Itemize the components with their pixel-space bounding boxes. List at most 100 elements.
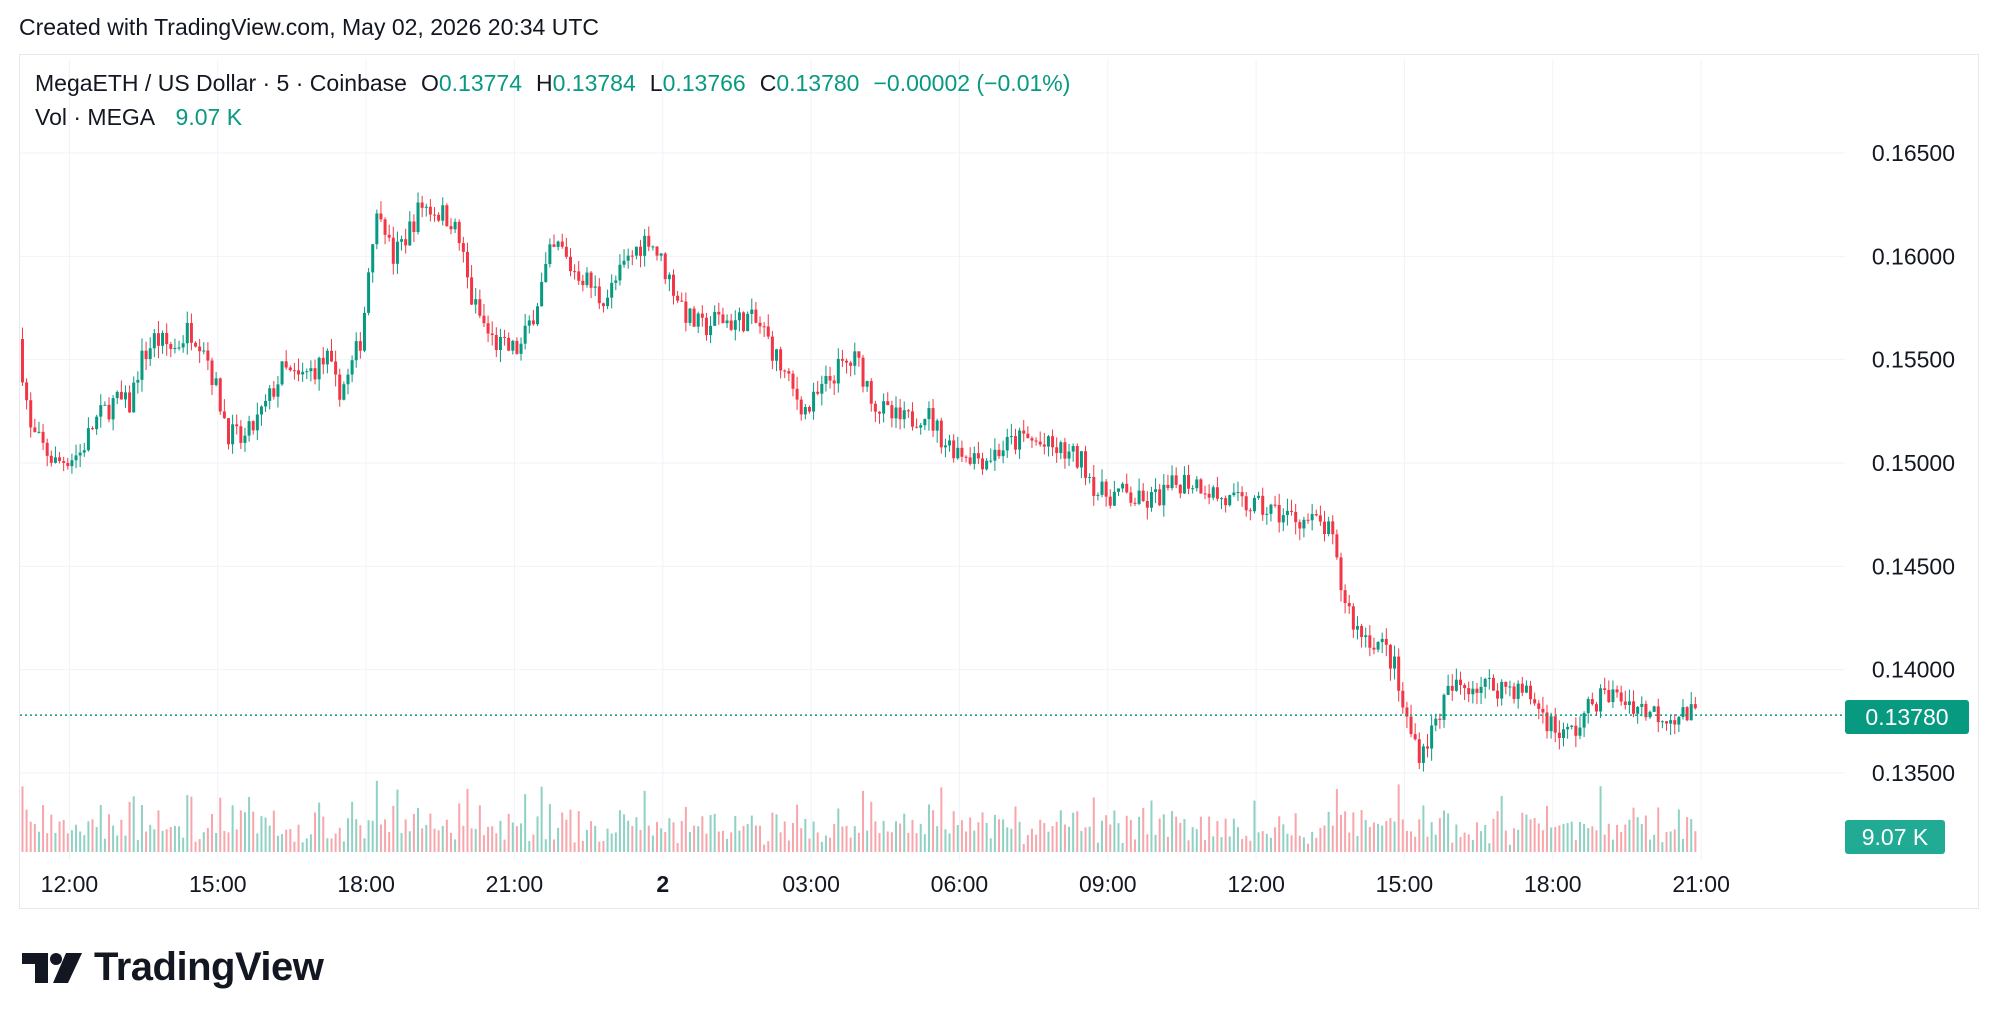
candle-body [762, 326, 766, 328]
candle-body [840, 358, 844, 361]
volume-bar [1599, 786, 1602, 852]
volume-bar [1620, 831, 1623, 852]
candle-body [1051, 436, 1055, 448]
volume-bar [1043, 823, 1046, 852]
volume-bar [1076, 811, 1079, 852]
candle-body [350, 360, 354, 375]
candle-body [1224, 498, 1228, 506]
candle-body [873, 403, 877, 412]
candle-body [816, 391, 820, 394]
volume-bar [1463, 832, 1466, 852]
volume-bar [944, 829, 947, 852]
volume-bar [816, 832, 819, 852]
candle-body [1001, 450, 1005, 457]
volume-bar [783, 821, 786, 852]
volume-bar [998, 819, 1000, 852]
brand-name: TradingView [94, 945, 324, 989]
volume-bar [726, 838, 729, 852]
volume-bar [470, 828, 473, 852]
candle-body [391, 237, 395, 264]
candle-body [482, 315, 486, 324]
volume-bar [656, 822, 659, 852]
volume-bar [359, 825, 362, 852]
candle-body [1166, 484, 1170, 489]
candle-body [758, 322, 762, 327]
time-tick-label: 15:00 [189, 871, 247, 897]
volume-bar [1047, 831, 1050, 852]
volume-bar [936, 826, 939, 852]
candle-body [1380, 638, 1384, 643]
candle-body [1417, 739, 1421, 763]
candle-body [66, 462, 70, 467]
candle-body [795, 388, 799, 400]
candle-body [1475, 688, 1479, 693]
candle-body [280, 361, 284, 385]
volume-bar [779, 832, 782, 852]
candle-body [894, 407, 898, 419]
volume-bar [392, 805, 395, 852]
candle-body [1570, 725, 1574, 727]
candle-body [1384, 638, 1388, 645]
candle-body [1022, 430, 1026, 434]
volume-bar [771, 812, 774, 852]
candle-body [1187, 474, 1191, 489]
candle-body [1693, 704, 1697, 709]
volume-bar [734, 816, 737, 852]
candle-body [1174, 475, 1178, 485]
candle-body [581, 280, 585, 286]
candle-body [367, 272, 371, 313]
volume-bar [1096, 842, 1099, 852]
candle-body [1681, 707, 1685, 717]
volume-bar [1265, 833, 1268, 852]
candle-body [515, 340, 519, 354]
volume-bar [169, 827, 172, 852]
volume-bar [688, 832, 691, 852]
volume-bar [1508, 844, 1511, 852]
volume-bar [651, 835, 654, 852]
candle-body [478, 299, 482, 316]
volume-bar [1072, 812, 1075, 852]
volume-bar [1636, 817, 1639, 852]
candle-body [791, 373, 795, 389]
candle-body [878, 411, 882, 414]
candle-body [1318, 515, 1322, 522]
candle-body [185, 322, 189, 344]
volume-bar [1669, 831, 1672, 852]
candle-body [952, 440, 956, 459]
volume-bar [1166, 836, 1169, 852]
candle-body [634, 246, 638, 256]
candle-body [338, 374, 342, 400]
volume-bar [993, 814, 996, 852]
candle-body [671, 274, 675, 296]
candle-body [1533, 699, 1537, 704]
volume-bar [1603, 834, 1606, 852]
volume-bar [1690, 819, 1693, 852]
open-label: O [420, 70, 439, 96]
volume-bar [198, 839, 201, 852]
candle-body [692, 308, 696, 327]
volume-bar [1673, 829, 1676, 852]
brand[interactable]: TradingView [22, 945, 324, 990]
candle-body [589, 272, 593, 288]
volume-bar [721, 830, 724, 852]
volume-bar [1455, 824, 1458, 852]
volume-bar [1113, 810, 1116, 852]
candle-body [857, 351, 861, 358]
volume-bar [404, 819, 407, 852]
candle-body [231, 424, 235, 445]
time-tick-label: 15:00 [1376, 871, 1434, 897]
volume-bar [408, 831, 411, 852]
candle-body [1178, 484, 1182, 494]
candle-body [1182, 474, 1186, 494]
volume-bar [808, 838, 811, 852]
candle-body [997, 449, 1001, 457]
volume-bar [878, 833, 881, 852]
volume-bar [969, 817, 972, 852]
volume-bar [136, 840, 139, 852]
candle-body [593, 286, 597, 288]
candle-body [618, 264, 622, 281]
volume-bar [1665, 832, 1668, 852]
volume-bar [528, 841, 531, 852]
volume-bar [178, 826, 181, 852]
